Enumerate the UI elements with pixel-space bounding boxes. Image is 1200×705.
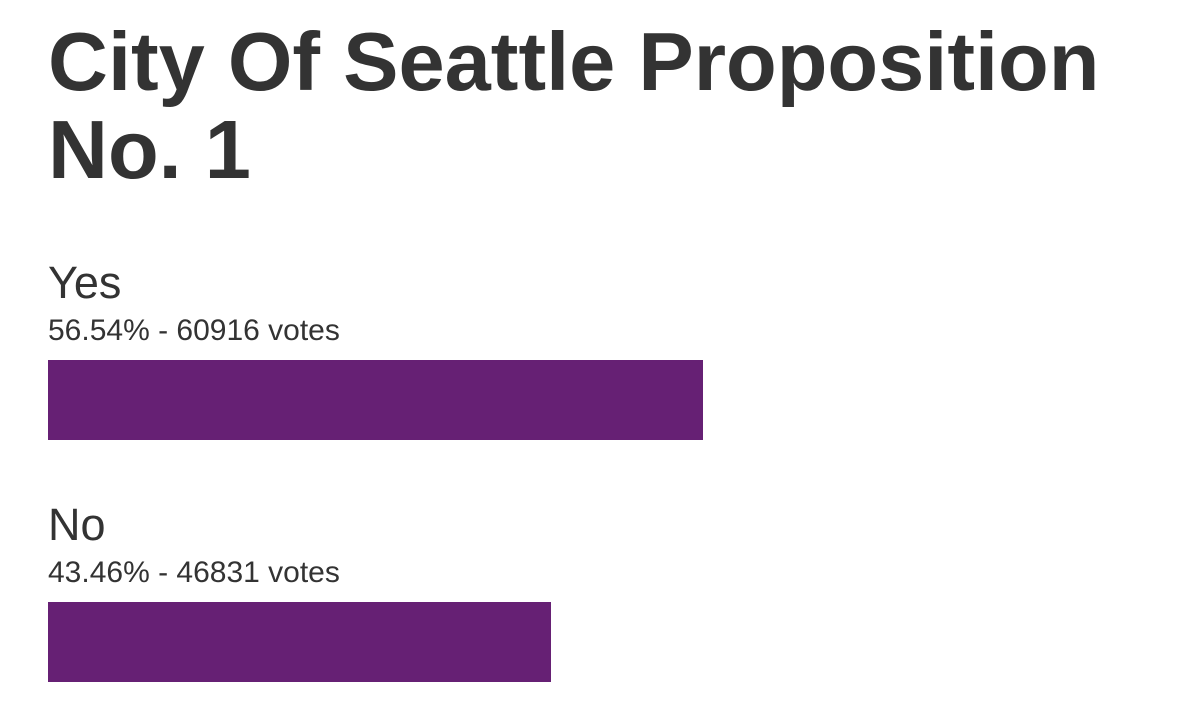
- option-label-no: No: [48, 499, 106, 550]
- bar-yes: [48, 360, 703, 440]
- option-stats-yes: 56.54% - 60916 votes: [48, 314, 340, 347]
- bar-track-no: [48, 602, 1148, 682]
- option-label-yes: Yes: [48, 257, 122, 308]
- result-no: No 43.46% - 46831 votes: [48, 499, 1148, 682]
- bar-no: [48, 602, 551, 682]
- option-stats-no: 43.46% - 46831 votes: [48, 556, 340, 589]
- bar-track-yes: [48, 360, 1148, 440]
- page-title: City Of Seattle Proposition No. 1: [48, 15, 1100, 196]
- result-yes: Yes 56.54% - 60916 votes: [48, 257, 1148, 440]
